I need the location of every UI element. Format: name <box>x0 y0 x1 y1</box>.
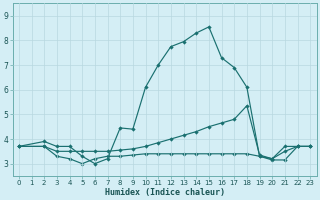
X-axis label: Humidex (Indice chaleur): Humidex (Indice chaleur) <box>105 188 225 197</box>
